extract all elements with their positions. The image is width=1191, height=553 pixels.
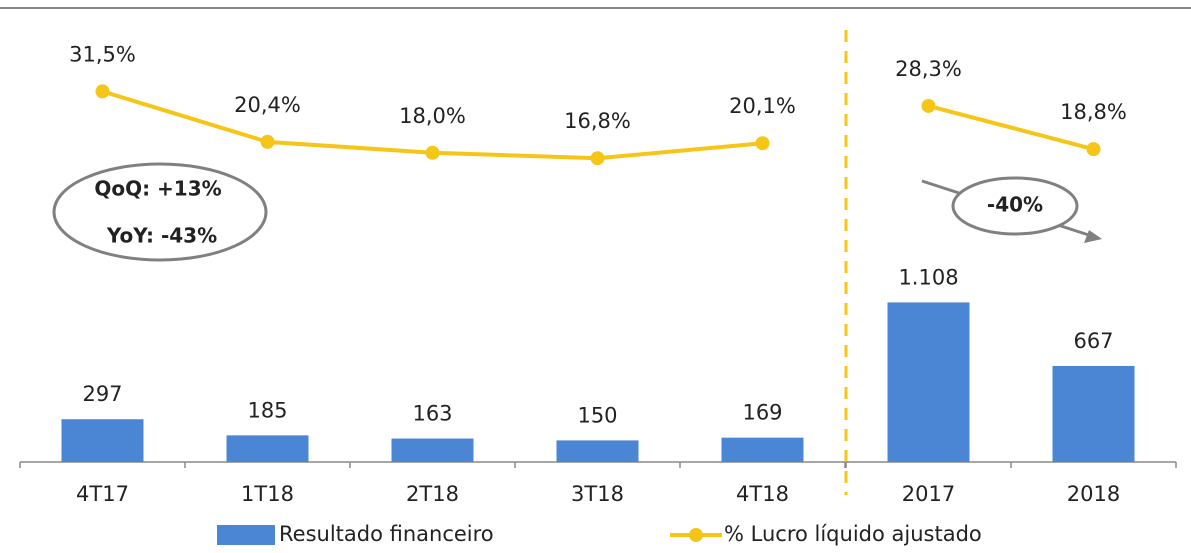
annotation-ellipse	[52, 162, 268, 262]
x-tick-label: 2T18	[406, 482, 459, 506]
bar	[391, 438, 474, 462]
bar	[721, 437, 804, 462]
bar-value-label: 169	[742, 401, 782, 425]
bar	[226, 435, 309, 462]
bar-value-label: 667	[1073, 329, 1113, 353]
line-value-label: 20,4%	[234, 93, 301, 117]
bar-value-label: 1.108	[898, 265, 958, 289]
line-point	[260, 134, 275, 149]
legend-label: Resultado financeiro	[279, 522, 494, 546]
line	[927, 104, 1095, 152]
x-tick-label: 3T18	[571, 482, 624, 506]
annotation: YoY: -43%	[106, 224, 217, 248]
line-point	[590, 151, 605, 166]
x-tick-label: 4T17	[76, 482, 129, 506]
legend-swatch	[217, 525, 275, 545]
x-tick-label: 2017	[902, 482, 955, 506]
line-point	[1086, 142, 1101, 157]
line-point	[921, 98, 936, 113]
bar-value-label: 163	[412, 402, 452, 426]
x-tick-label: 1T18	[241, 482, 294, 506]
bar	[556, 440, 639, 462]
line-value-label: 18,0%	[399, 104, 466, 128]
line-value-label: 16,8%	[564, 109, 631, 133]
legend-label: % Lucro líquido ajustado	[724, 522, 982, 546]
annotation-ellipse	[951, 176, 1079, 236]
arrow-head	[1084, 230, 1102, 243]
line-value-label: 18,8%	[1060, 100, 1127, 124]
bar	[887, 302, 970, 462]
line-value-label: 28,3%	[895, 57, 962, 81]
x-tick-label: 2018	[1067, 482, 1120, 506]
line-point	[95, 84, 110, 99]
bar-value-label: 185	[247, 398, 287, 422]
legend-swatch	[689, 528, 703, 542]
bar	[61, 419, 144, 462]
line-point	[425, 145, 440, 160]
annotation: -40%	[987, 193, 1043, 217]
line-value-label: 20,1%	[729, 94, 796, 118]
bar	[1052, 365, 1135, 462]
line-point	[755, 136, 770, 151]
line-value-label: 31,5%	[69, 42, 136, 66]
annotation: QoQ: +13%	[94, 177, 221, 201]
bar-value-label: 297	[82, 382, 122, 406]
x-tick-label: 4T18	[736, 482, 789, 506]
bar-value-label: 150	[577, 403, 617, 427]
